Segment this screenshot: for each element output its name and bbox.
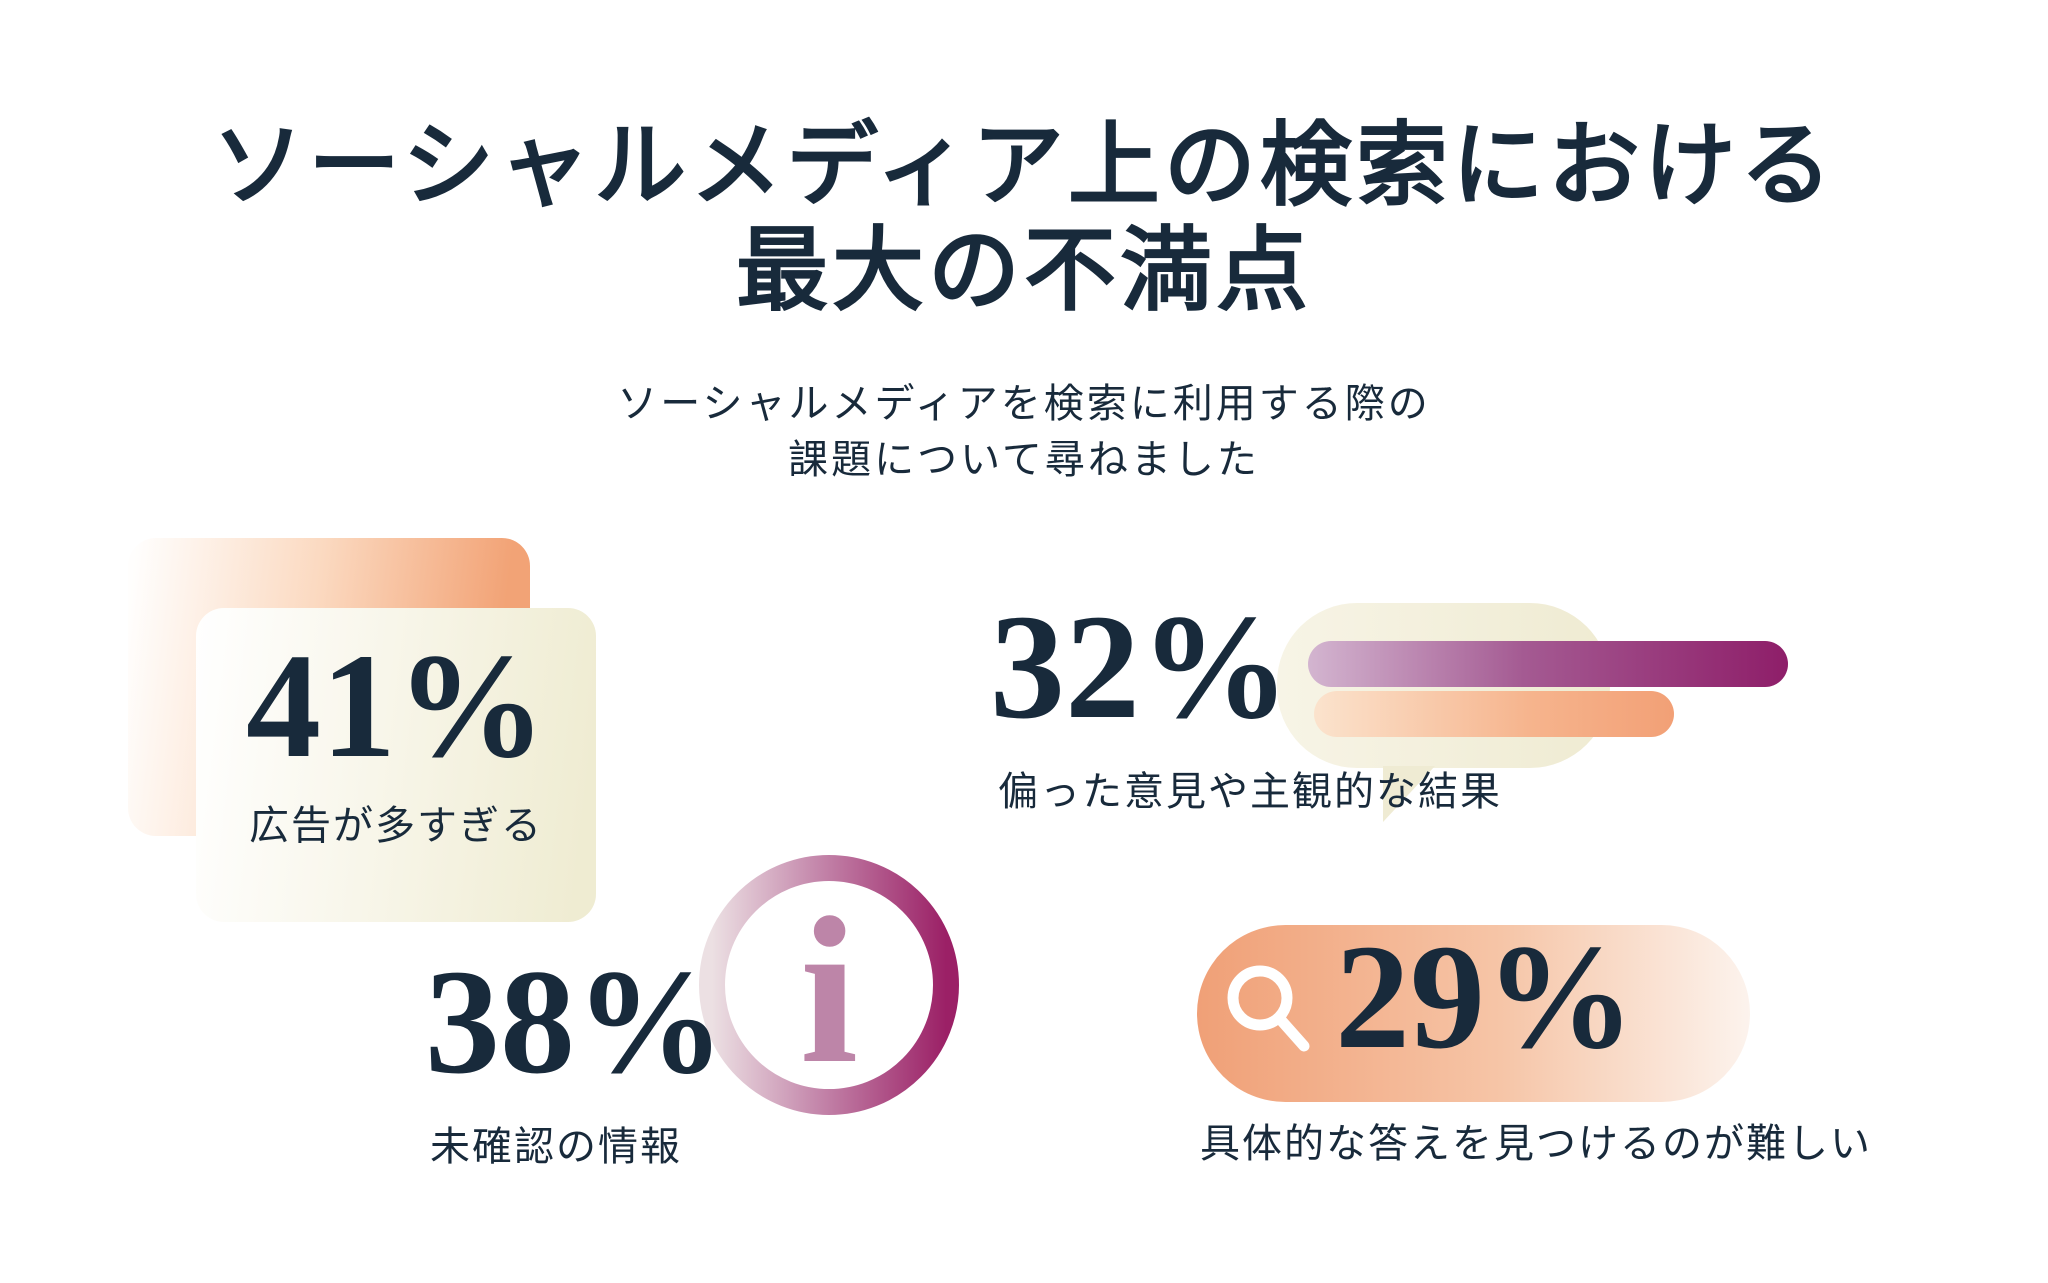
stat-label-29: 具体的な答えを見つけるのが難しい	[1200, 1122, 1872, 1166]
stat-value-32: 32%	[990, 584, 1290, 750]
search-icon-lens	[1227, 965, 1293, 1031]
search-pill	[1197, 925, 1750, 1102]
info-icon-glyph: i	[800, 875, 858, 1107]
search-icon	[1227, 965, 1310, 1052]
page-subtitle: ソーシャルメディアを検索に利用する際の 課題について尋ねました	[0, 376, 2048, 488]
info-icon: i	[699, 855, 959, 1115]
stat-label-41: 広告が多すぎる	[249, 804, 543, 848]
page-subtitle-line2: 課題について尋ねました	[788, 438, 1260, 482]
search-icon-handle	[1274, 1013, 1310, 1052]
stat-value-41: 41%	[246, 623, 546, 789]
page-title: ソーシャルメディア上の検索における 最大の不満点	[0, 114, 2048, 326]
stat-label-32: 偏った意見や主観的な結果	[998, 770, 1502, 814]
page-title-line2: 最大の不満点	[735, 220, 1312, 323]
page-subtitle-line1: ソーシャルメディアを検索に利用する際の	[617, 382, 1431, 426]
purple-result-bar	[1308, 641, 1788, 687]
page-title-line1: ソーシャルメディア上の検索における	[212, 114, 1836, 217]
stat-value-29: 29%	[1335, 914, 1635, 1080]
layered-card-front	[196, 608, 596, 922]
stat-value-38: 38%	[425, 939, 725, 1105]
stat-label-38: 未確認の情報	[430, 1125, 682, 1169]
orange-result-bar	[1314, 691, 1674, 737]
info-icon-ring	[699, 855, 959, 1115]
